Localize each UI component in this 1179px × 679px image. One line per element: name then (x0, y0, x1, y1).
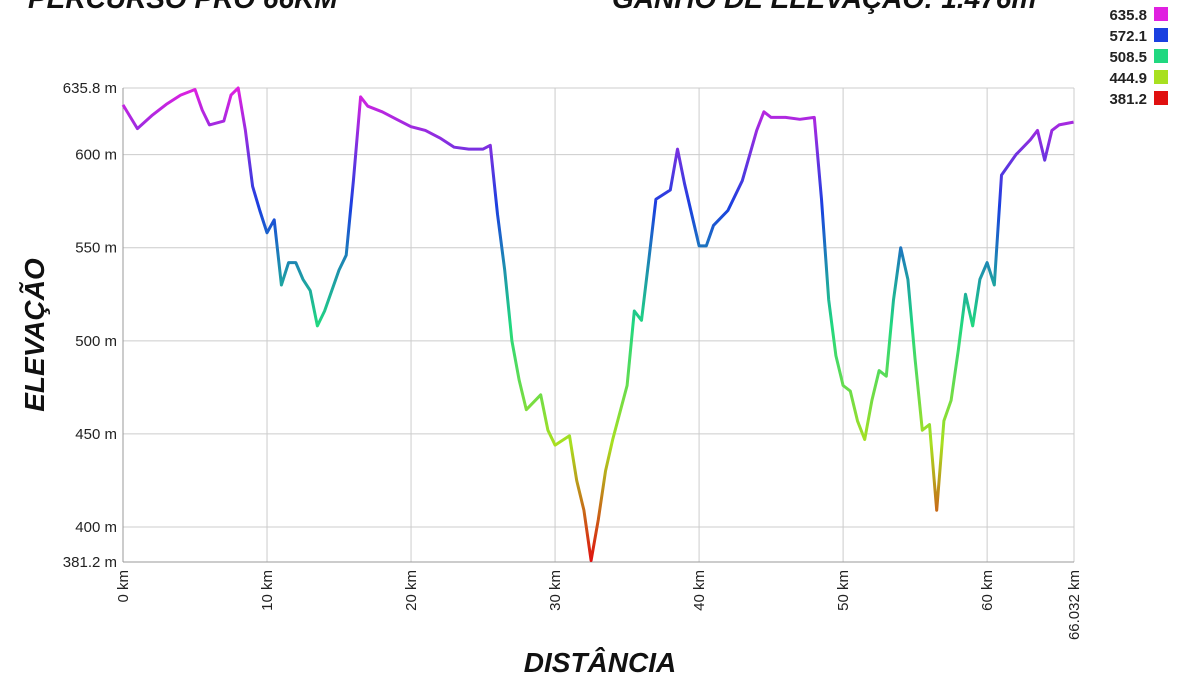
chart-title: PERCURSO PRO 66KM (28, 0, 338, 14)
x-tick-label: 0 km (115, 570, 132, 603)
x-tick-label: 40 km (691, 570, 708, 611)
elevation-line (121, 86, 1074, 562)
y-tick-label: 500 m (75, 333, 117, 350)
legend-label: 444.9 (1109, 70, 1147, 87)
y-tick-label: 600 m (75, 147, 117, 164)
legend-swatch (1154, 7, 1168, 21)
x-tick-label: 10 km (259, 570, 276, 611)
legend-swatch (1154, 70, 1168, 84)
x-tick-label: 20 km (403, 570, 420, 611)
legend-label: 381.2 (1109, 91, 1147, 108)
y-tick-label: 450 m (75, 426, 117, 443)
legend-swatch (1154, 28, 1168, 42)
y-axis-title: ELEVAÇÃO (19, 258, 50, 412)
legend-label: 572.1 (1109, 28, 1147, 45)
legend-swatch (1154, 91, 1168, 105)
legend-label: 508.5 (1109, 49, 1147, 66)
x-tick-label: 30 km (547, 570, 564, 611)
chart-subtitle: GANHO DE ELEVAÇÃO: 1.476m (612, 0, 1036, 14)
y-tick-label: 381.2 m (63, 554, 117, 571)
x-tick-label: 66.032 km (1066, 570, 1083, 640)
x-tick-label: 60 km (979, 570, 996, 611)
legend-label: 635.8 (1109, 7, 1147, 24)
x-axis-title: DISTÂNCIA (524, 647, 676, 678)
y-tick-label: 400 m (75, 519, 117, 536)
x-tick-label: 50 km (835, 570, 852, 611)
y-tick-label: 550 m (75, 240, 117, 257)
legend-swatch (1154, 49, 1168, 63)
y-tick-label: 635.8 m (63, 80, 117, 97)
